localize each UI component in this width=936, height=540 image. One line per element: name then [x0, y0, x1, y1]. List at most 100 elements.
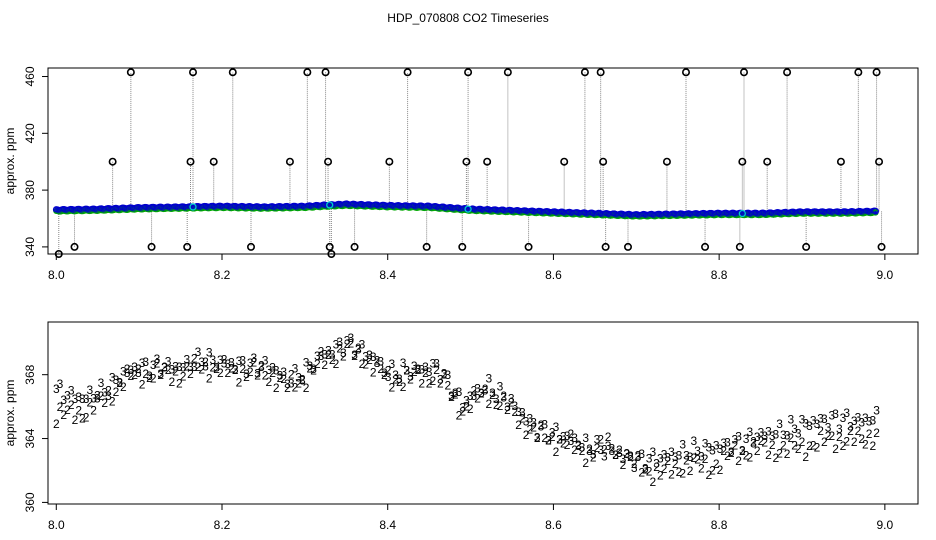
top-outlier-point-10 [247, 242, 256, 251]
bottom-series-2-point: 2 [232, 363, 239, 377]
top-x-tick-label-5: 9.0 [877, 268, 894, 282]
bottom-series-2-point: 2 [146, 371, 153, 385]
bottom-series-3-point: 3 [318, 349, 325, 363]
bottom-x-axis: 8.0 8.2 8.4 8.6 8.8 9.0 [48, 504, 894, 532]
top-y-tick-label-3: 460 [23, 66, 37, 86]
bottom-series-2-point: 2 [325, 348, 332, 362]
top-baseline-point-cyan [464, 205, 472, 213]
bottom-series-3-point: 3 [746, 425, 753, 439]
bottom-series-3-point: 3 [202, 359, 209, 373]
bottom-series-3-point: 3 [86, 383, 93, 397]
bottom-series-3-point: 3 [98, 376, 105, 390]
top-y-tick-label-2: 420 [23, 123, 37, 143]
bottom-series-2-point: 2 [579, 444, 586, 458]
bottom-series-3-point: 3 [437, 373, 444, 387]
bottom-series-2-point: 2 [758, 434, 765, 448]
bottom-series-3-point: 3 [228, 356, 235, 370]
bottom-series-2-point: 2 [228, 362, 235, 376]
top-outlier-point-45 [875, 157, 884, 166]
bottom-series-2-point: 2 [448, 390, 455, 404]
bottom-series-2-point: 2 [855, 424, 862, 438]
bottom-series-2-point: 2 [590, 450, 597, 464]
top-outlier-point-9 [228, 68, 237, 77]
bottom-series-3-point: 3 [549, 426, 556, 440]
bottom-series-2-point: 2 [545, 433, 552, 447]
bottom-series-3-point: 3 [441, 366, 448, 380]
bottom-x-tick-label-0: 8.0 [48, 518, 65, 532]
top-outlier-point-15 [325, 242, 334, 251]
bottom-series-2-point: 2 [303, 381, 310, 395]
top-outlier-point-36 [735, 242, 744, 251]
bottom-series-2-point: 2 [101, 396, 108, 410]
bottom-series-3-point: 3 [161, 361, 168, 375]
bottom-series-3-point: 3 [642, 462, 649, 476]
bottom-series-3-point: 3 [586, 444, 593, 458]
bottom-series-3-point: 3 [422, 360, 429, 374]
bottom-series-3-point: 3 [825, 421, 832, 435]
bottom-series-3-point: 3 [504, 400, 511, 414]
bottom-series-2-point: 2 [784, 447, 791, 461]
top-outlier-point-11 [285, 157, 294, 166]
bottom-series-3-point: 3 [556, 432, 563, 446]
bottom-series-3-point: 3 [68, 383, 75, 397]
bottom-series-2-point: 2 [485, 397, 492, 411]
bottom-series-2-point: 2 [169, 375, 176, 389]
bottom-series-2-point: 2 [761, 436, 768, 450]
bottom-series-3-point: 3 [426, 365, 433, 379]
bottom-series-2-point: 2 [433, 363, 440, 377]
bottom-series-2-point: 2 [828, 429, 835, 443]
bottom-series-3-point: 3 [843, 406, 850, 420]
bottom-series-2-point: 2 [530, 420, 537, 434]
bottom-series-2-point: 2 [657, 468, 664, 482]
bottom-series-3-point: 3 [523, 414, 530, 428]
bottom-series-2-point: 2 [802, 450, 809, 464]
bottom-series-3-point: 3 [72, 392, 79, 406]
bottom-series-2-point: 2 [195, 360, 202, 374]
bottom-series-3-point: 3 [605, 439, 612, 453]
bottom-series-3-point: 3 [743, 432, 750, 446]
bottom-series-2-point: 2 [418, 376, 425, 390]
bottom-series-3-point: 3 [530, 415, 537, 429]
bottom-series-2-point: 2 [623, 446, 630, 460]
bottom-x-tick-label-5: 9.0 [877, 518, 894, 532]
bottom-series-2-point: 2 [471, 383, 478, 397]
bottom-series-2-point: 2 [538, 418, 545, 432]
bottom-series-2-point: 2 [120, 380, 127, 394]
top-baseline-point [872, 207, 879, 215]
bottom-series-3-point: 3 [661, 448, 668, 462]
bottom-series-2-point: 2 [605, 430, 612, 444]
bottom-series-3-point: 3 [333, 337, 340, 351]
bottom-series-2-point: 2 [635, 448, 642, 462]
bottom-series-2-point: 2 [858, 432, 865, 446]
bottom-series-2-point: 2 [202, 355, 209, 369]
bottom-series-2-point: 2 [403, 364, 410, 378]
bottom-series-3-point: 3 [702, 436, 709, 450]
bottom-series-2-point: 2 [370, 366, 377, 380]
bottom-series-3-point: 3 [851, 414, 858, 428]
bottom-series-3-point: 3 [310, 362, 317, 376]
bottom-series-3-point: 3 [247, 356, 254, 370]
bottom-x-tick-label-4: 8.8 [711, 518, 728, 532]
bottom-series-2-point: 2 [724, 449, 731, 463]
bottom-series-3-point: 3 [403, 363, 410, 377]
bottom-series-3-point: 3 [79, 392, 86, 406]
bottom-series-2-point: 2 [575, 438, 582, 452]
bottom-series-3-point: 3 [336, 335, 343, 349]
bottom-series-2-point: 2 [180, 369, 187, 383]
bottom-series-2-point: 2 [836, 430, 843, 444]
bottom-series-2-point: 2 [362, 358, 369, 372]
bottom-series-2-point: 2 [512, 405, 519, 419]
bottom-series-2-point: 2 [191, 352, 198, 366]
bottom-series-2-point: 2 [500, 389, 507, 403]
bottom-series-3-point: 3 [732, 432, 739, 446]
bottom-series-3-point: 3 [832, 407, 839, 421]
bottom-series-2-point: 2 [631, 457, 638, 471]
bottom-series-2-point: 2 [351, 349, 358, 363]
bottom-series-3-point: 3 [243, 367, 250, 381]
bottom-series-2-point: 2 [269, 366, 276, 380]
bottom-series-2-point: 2 [679, 467, 686, 481]
bottom-series-2-point: 2 [400, 380, 407, 394]
bottom-series-2-point: 2 [262, 368, 269, 382]
bottom-y-tick-label-0: 360 [23, 492, 37, 512]
bottom-series-3-point: 3 [83, 392, 90, 406]
